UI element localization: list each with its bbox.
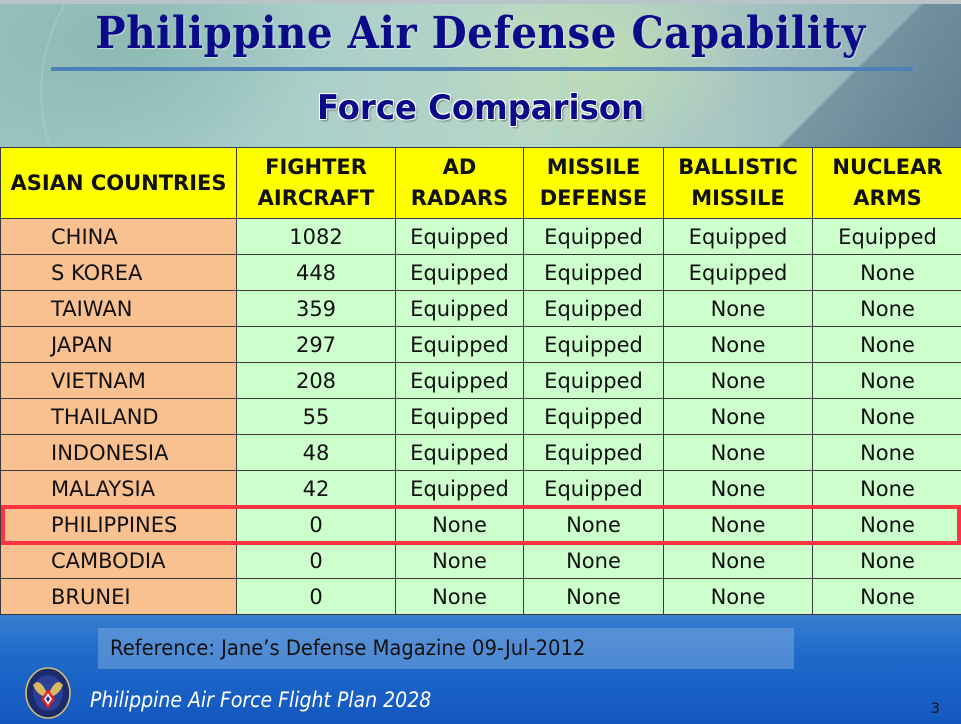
- header-nuclear-arms: NUCLEAR ARMS: [812, 147, 961, 219]
- missile-defense-cell: Equipped: [523, 254, 664, 291]
- table-row: VIETNAM 208 Equipped Equipped None None: [0, 362, 961, 399]
- missile-defense-cell: Equipped: [523, 362, 664, 399]
- missile-defense-cell: Equipped: [523, 434, 664, 471]
- fighter-aircraft-cell: 48: [236, 434, 396, 471]
- ballistic-missile-cell: None: [663, 290, 813, 327]
- fighter-aircraft-cell: 208: [236, 362, 396, 399]
- missile-defense-cell: Equipped: [523, 290, 664, 327]
- fighter-aircraft-cell: 42: [236, 470, 396, 507]
- header-ballistic-missile: BALLISTIC MISSILE: [663, 147, 813, 219]
- country-cell: INDONESIA: [0, 434, 237, 471]
- ballistic-missile-cell: None: [663, 398, 813, 435]
- table-row: BRUNEI 0 None None None None: [0, 578, 961, 615]
- ad-radars-cell: Equipped: [395, 254, 524, 291]
- nuclear-arms-cell: None: [812, 578, 961, 615]
- table-row: S KOREA 448 Equipped Equipped Equipped N…: [0, 254, 961, 291]
- fighter-aircraft-cell: 1082: [236, 218, 396, 255]
- top-border: [0, 0, 961, 4]
- country-cell: JAPAN: [0, 326, 237, 363]
- table-row: JAPAN 297 Equipped Equipped None None: [0, 326, 961, 363]
- ad-radars-cell: Equipped: [395, 362, 524, 399]
- header-background: [0, 0, 961, 304]
- ballistic-missile-cell: None: [663, 506, 813, 543]
- table-header-row: ASIAN COUNTRIES FIGHTER AIRCRAFT AD RADARS…: [0, 147, 961, 219]
- country-cell: CAMBODIA: [0, 542, 237, 579]
- country-cell: S KOREA: [0, 254, 237, 291]
- missile-defense-cell: None: [523, 542, 664, 579]
- fighter-aircraft-cell: 55: [236, 398, 396, 435]
- missile-defense-cell: Equipped: [523, 218, 664, 255]
- table-row: CHINA 1082 Equipped Equipped Equipped Eq…: [0, 218, 961, 255]
- country-cell: VIETNAM: [0, 362, 237, 399]
- ballistic-missile-cell: None: [663, 326, 813, 363]
- footer-title: Philippine Air Force Flight Plan 2028: [90, 688, 432, 712]
- reference-box: Reference: Jane’s Defense Magazine 09-Ju…: [98, 628, 794, 669]
- table-row-philippines-highlighted: PHILIPPINES 0 None None None None: [0, 506, 961, 543]
- table-row: INDONESIA 48 Equipped Equipped None None: [0, 434, 961, 471]
- missile-defense-cell: Equipped: [523, 398, 664, 435]
- table-row: MALAYSIA 42 Equipped Equipped None None: [0, 470, 961, 507]
- nuclear-arms-cell: None: [812, 542, 961, 579]
- ballistic-missile-cell: None: [663, 362, 813, 399]
- header-asian-countries: ASIAN COUNTRIES: [0, 147, 237, 219]
- nuclear-arms-cell: None: [812, 326, 961, 363]
- nuclear-arms-cell: None: [812, 362, 961, 399]
- missile-defense-cell: None: [523, 506, 664, 543]
- ad-radars-cell: Equipped: [395, 218, 524, 255]
- nuclear-arms-cell: None: [812, 398, 961, 435]
- philippine-air-force-seal-icon: [25, 667, 71, 719]
- ad-radars-cell: Equipped: [395, 434, 524, 471]
- fighter-aircraft-cell: 0: [236, 506, 396, 543]
- slide-title: Philippine Air Defense Capability: [95, 8, 866, 59]
- country-cell: TAIWAN: [0, 290, 237, 327]
- country-cell: PHILIPPINES: [0, 506, 237, 543]
- nuclear-arms-cell: None: [812, 254, 961, 291]
- ballistic-missile-cell: None: [663, 434, 813, 471]
- slide-subtitle: Force Comparison: [316, 88, 645, 128]
- title-underline: [51, 67, 913, 71]
- ad-radars-cell: None: [395, 506, 524, 543]
- ad-radars-cell: None: [395, 542, 524, 579]
- table-row: THAILAND 55 Equipped Equipped None None: [0, 398, 961, 435]
- nuclear-arms-cell: Equipped: [812, 218, 961, 255]
- fighter-aircraft-cell: 0: [236, 542, 396, 579]
- ballistic-missile-cell: Equipped: [663, 218, 813, 255]
- force-comparison-table: ASIAN COUNTRIES FIGHTER AIRCRAFT AD RADARS…: [0, 147, 961, 615]
- country-cell: THAILAND: [0, 398, 237, 435]
- reference-text: Reference: Jane’s Defense Magazine 09-Ju…: [110, 636, 586, 660]
- table-row: TAIWAN 359 Equipped Equipped None None: [0, 290, 961, 327]
- ballistic-missile-cell: None: [663, 470, 813, 507]
- country-cell: BRUNEI: [0, 578, 237, 615]
- page-number: 3: [931, 701, 940, 717]
- fighter-aircraft-cell: 297: [236, 326, 396, 363]
- ad-radars-cell: None: [395, 578, 524, 615]
- ballistic-missile-cell: None: [663, 578, 813, 615]
- ballistic-missile-cell: Equipped: [663, 254, 813, 291]
- fighter-aircraft-cell: 359: [236, 290, 396, 327]
- header-ad-radars: AD RADARS: [395, 147, 524, 219]
- ad-radars-cell: Equipped: [395, 470, 524, 507]
- ad-radars-cell: Equipped: [395, 290, 524, 327]
- country-cell: MALAYSIA: [0, 470, 237, 507]
- header-missile-defense: MISSILE DEFENSE: [523, 147, 664, 219]
- missile-defense-cell: Equipped: [523, 326, 664, 363]
- fighter-aircraft-cell: 448: [236, 254, 396, 291]
- header-fighter-aircraft: FIGHTER AIRCRAFT: [236, 147, 396, 219]
- nuclear-arms-cell: None: [812, 470, 961, 507]
- fighter-aircraft-cell: 0: [236, 578, 396, 615]
- table-row: CAMBODIA 0 None None None None: [0, 542, 961, 579]
- missile-defense-cell: Equipped: [523, 470, 664, 507]
- ad-radars-cell: Equipped: [395, 326, 524, 363]
- decorative-diagonal: [760, 0, 961, 150]
- country-cell: CHINA: [0, 218, 237, 255]
- missile-defense-cell: None: [523, 578, 664, 615]
- ballistic-missile-cell: None: [663, 542, 813, 579]
- nuclear-arms-cell: None: [812, 506, 961, 543]
- ad-radars-cell: Equipped: [395, 398, 524, 435]
- nuclear-arms-cell: None: [812, 434, 961, 471]
- nuclear-arms-cell: None: [812, 290, 961, 327]
